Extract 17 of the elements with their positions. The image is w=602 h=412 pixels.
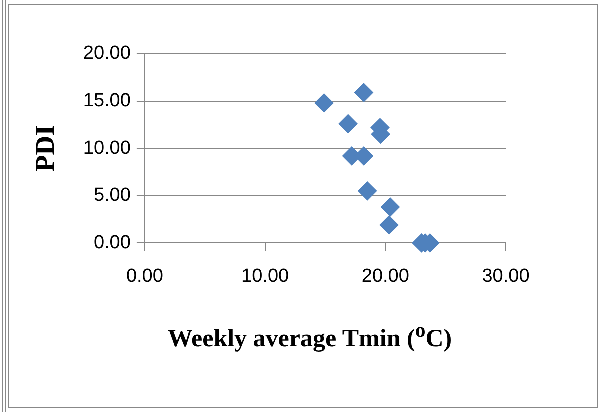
- x-axis-title: Weekly average Tmin ($^{o}$C): [166, 318, 454, 354]
- x-tick-label: 20.00: [362, 266, 410, 287]
- x-tick-label: 10.00: [242, 266, 290, 287]
- y-tick-label: 0.00: [94, 232, 131, 254]
- x-tick-label: 30.00: [482, 266, 530, 287]
- y-tick-label: 20.00: [83, 43, 131, 64]
- point: [358, 182, 378, 201]
- y-tick-label: 5.00: [94, 185, 131, 206]
- y-axis-title: PDI: [30, 125, 60, 172]
- point: [354, 83, 374, 102]
- point: [314, 94, 334, 113]
- point: [380, 216, 399, 235]
- point: [380, 198, 400, 217]
- point: [338, 114, 358, 134]
- x-tick-label: 0.00: [126, 266, 164, 287]
- y-tick-label: 10.00: [83, 138, 131, 159]
- y-tick-label: 15.00: [83, 90, 131, 112]
